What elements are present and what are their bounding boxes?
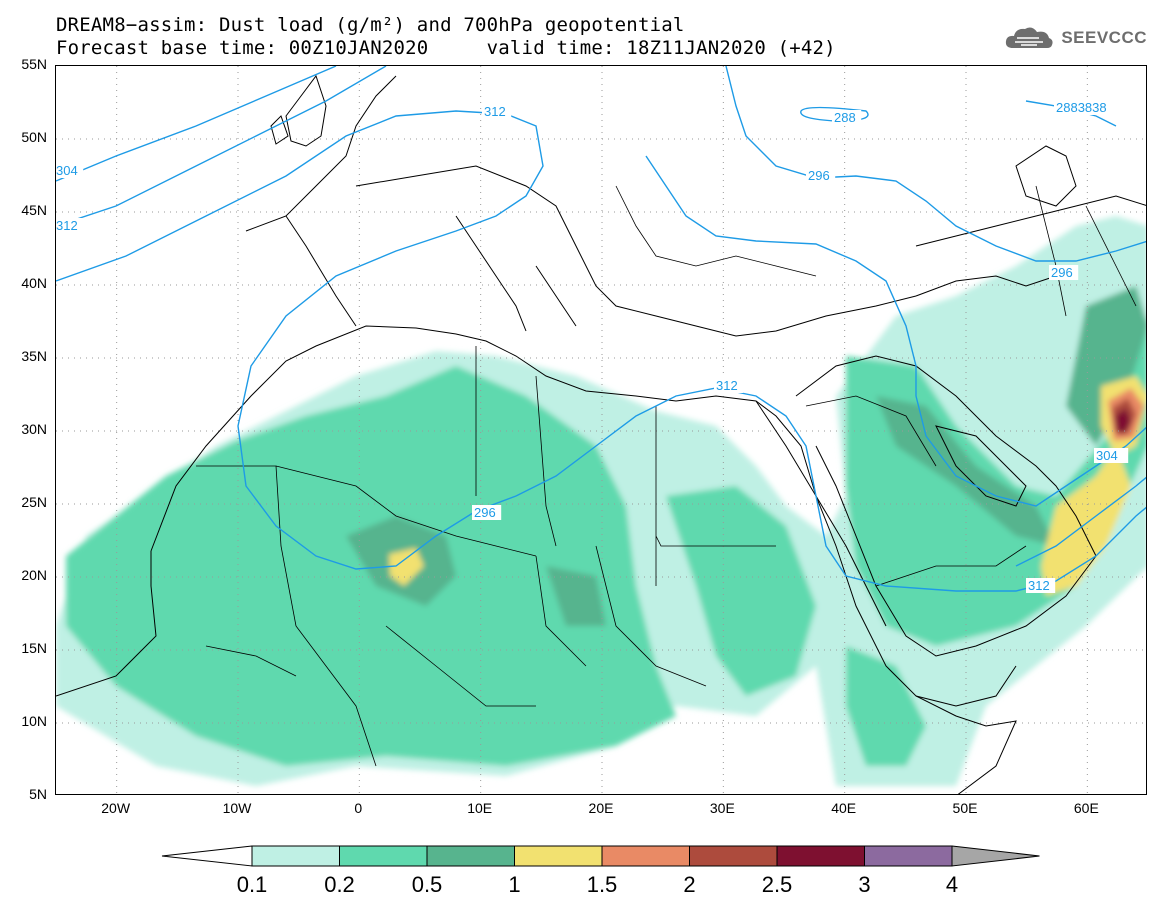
colorbar-label: 0.5: [411, 872, 443, 897]
colorbar-swatch: [514, 845, 603, 867]
contour-label: 304: [56, 163, 84, 178]
colorbar-swatch: [426, 845, 515, 867]
svg-text:304: 304: [56, 163, 78, 178]
contour-304-west: [56, 66, 387, 227]
colorbar-swatch: [601, 845, 690, 867]
colorbar: [161, 845, 1040, 867]
contour-label: 312: [714, 378, 744, 393]
colorbar-label: 2: [683, 872, 696, 897]
colorbar-swatch: [864, 845, 953, 867]
contour-label: 288: [832, 110, 862, 125]
forecast-time-line: Forecast base time: 00Z10JAN2020 valid t…: [56, 37, 836, 59]
svg-text:2883838: 2883838: [1056, 100, 1107, 115]
lon-label: 10E: [467, 800, 493, 816]
contour-label: 296: [1049, 265, 1079, 280]
map-title: DREAM8−assim: Dust load (g/m²) and 700hP…: [56, 14, 685, 36]
dust-level-1: [389, 548, 424, 586]
lon-label: 20W: [101, 800, 131, 816]
lon-label: 0: [354, 800, 363, 816]
dust-load-shading: [56, 216, 1146, 786]
colorbar-swatch: [776, 845, 865, 867]
lat-label: 10N: [21, 713, 47, 729]
lat-label: 30N: [21, 421, 47, 437]
svg-text:288: 288: [834, 110, 856, 125]
colorbar-under-arrow: [161, 845, 253, 867]
lat-label: 40N: [21, 275, 47, 291]
svg-text:296: 296: [808, 168, 830, 183]
colorbar-label: 1.5: [586, 872, 618, 897]
contour-labels: 3122882883838296296304304312312296312304: [56, 100, 1129, 593]
lat-label: 35N: [21, 348, 47, 364]
map-area: 3122882883838296296304304312312296312304: [55, 65, 1147, 795]
lon-label: 20E: [588, 800, 614, 816]
colorbar-label: 1: [508, 872, 521, 897]
lat-label: 20N: [21, 567, 47, 583]
svg-text:296: 296: [474, 505, 496, 520]
lon-label: 60E: [1073, 800, 1099, 816]
contour-label: 312: [482, 104, 512, 119]
lat-label: 50N: [21, 129, 47, 145]
graticule: [56, 66, 1146, 794]
colorbar-swatch: [689, 845, 778, 867]
lat-label: 45N: [21, 202, 47, 218]
lat-label: 15N: [21, 640, 47, 656]
colorbar-label: 2.5: [761, 872, 793, 897]
lon-label: 10W: [222, 800, 252, 816]
contour-296-west: [56, 66, 337, 182]
colorbar-swatch: [251, 845, 340, 867]
colorbar-swatch: [339, 845, 428, 867]
logo-text: SEEVCCC: [1061, 28, 1147, 47]
colorbar-label: 3: [858, 872, 871, 897]
contour-label: 296: [472, 505, 502, 520]
lat-label: 5N: [29, 786, 47, 802]
dust-map: 3122882883838296296304304312312296312304: [56, 66, 1146, 794]
svg-text:312: 312: [56, 218, 78, 233]
svg-text:312: 312: [484, 104, 506, 119]
lat-label: 55N: [21, 56, 47, 72]
contour-label: 312: [56, 218, 84, 233]
lon-label: 30E: [709, 800, 735, 816]
lat-label: 25N: [21, 494, 47, 510]
colorbar-swatch: [951, 845, 1040, 867]
cloud-icon: [1006, 27, 1053, 48]
colorbar-label: 0.1: [236, 872, 268, 897]
contour-label: 2883838: [1054, 100, 1117, 115]
contour-label: 304: [1094, 448, 1124, 463]
svg-text:312: 312: [716, 378, 738, 393]
svg-text:304: 304: [1096, 448, 1118, 463]
colorbar-label: 0.2: [324, 872, 355, 897]
svg-text:312: 312: [1028, 578, 1050, 593]
country-borders: [196, 185, 1137, 767]
dust-level-3: [1115, 408, 1131, 434]
contour-label: 312: [1026, 578, 1056, 593]
contour-label: 296: [806, 168, 836, 183]
svg-text:296: 296: [1051, 265, 1073, 280]
seevccc-logo: SEEVCCC: [1003, 24, 1147, 52]
colorbar-label: 4: [945, 872, 959, 897]
lon-label: 50E: [952, 800, 978, 816]
lon-label: 40E: [831, 800, 857, 816]
